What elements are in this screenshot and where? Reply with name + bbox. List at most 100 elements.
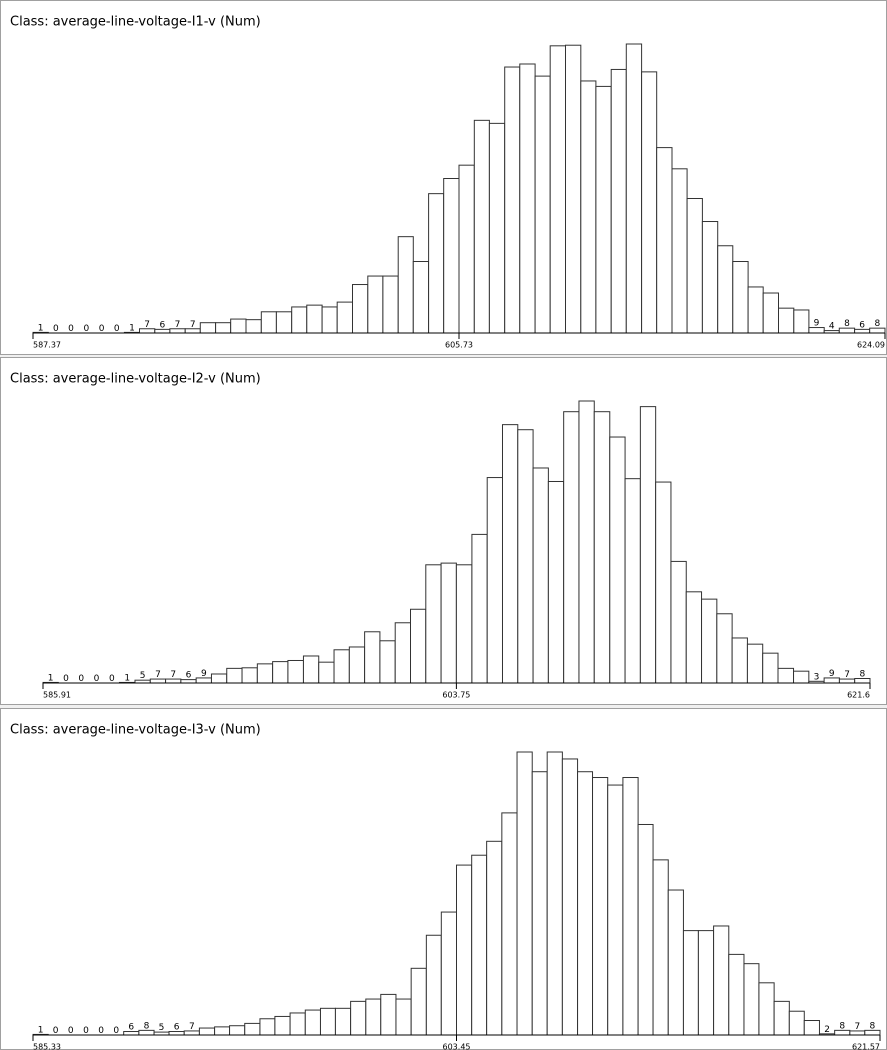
bar [443,178,460,334]
bar [732,261,749,334]
x-tick-label: 624.09 [857,341,885,350]
bar [777,667,795,684]
panel-title: Class: average-line-voltage-I1-v (Num) [10,15,261,30]
bar-count-label: 7 [844,670,850,680]
bar [380,993,397,1036]
bar [501,812,518,1036]
bar [746,643,764,684]
bar [215,322,232,334]
bar-count-label: 0 [63,674,69,684]
bar [318,661,335,684]
bar [609,436,626,684]
bar [379,640,396,684]
bar [762,292,780,334]
bar [504,66,521,334]
bar-count-label: 0 [83,1026,89,1036]
bar [275,311,293,334]
bar [531,771,548,1036]
bar-count-label: 8 [859,669,865,679]
bar [747,286,764,334]
bar-count-label: 6 [859,320,865,330]
bar [336,301,354,334]
bar [501,424,519,684]
bar [226,667,243,684]
bar [245,319,262,334]
bar-count-label: 5 [140,671,146,681]
bar [610,68,627,334]
bar-count-label: 0 [114,324,120,334]
x-tick-label: 603.45 [443,1043,471,1050]
bar [302,655,320,684]
bar [486,840,503,1036]
bar [717,245,734,334]
bar-count-label: 5 [159,1023,165,1033]
bar-count-label: 1 [124,673,130,683]
bar [394,622,412,684]
bar [364,631,381,684]
bar [671,168,688,334]
x-tick-label: 621.57 [852,1043,880,1050]
bar [701,598,718,684]
bar [563,411,580,684]
bar-count-label: 0 [98,1026,104,1036]
bar [656,147,673,334]
bar [534,75,551,334]
bar [788,1010,805,1036]
bar [685,591,703,684]
bar [382,275,399,334]
bar [516,751,533,1036]
bar [395,998,412,1036]
bar-count-label: 8 [844,319,850,329]
x-tick-label: 605.73 [445,341,473,350]
bar [287,659,304,684]
bar [743,963,760,1036]
bar [762,652,779,684]
bar [547,480,565,684]
bar-count-label: 0 [83,324,89,334]
bar [486,477,503,684]
bar [625,43,643,334]
bar [713,925,730,1036]
bar-count-label: 6 [174,1023,180,1033]
bar [365,998,382,1036]
bar [519,63,536,334]
x-tick-label: 585.33 [33,1043,61,1050]
bar [229,1025,246,1036]
panel-title: Class: average-line-voltage-I2-v (Num) [10,372,261,387]
bar [595,85,612,334]
bar [334,1007,352,1036]
bar [410,608,427,684]
bar [260,311,277,334]
bar [425,564,442,684]
x-tick-label: 585.91 [43,691,71,700]
bar [667,889,684,1036]
bar [291,306,308,334]
bar-count-label: 7 [190,320,196,330]
bar-count-label: 6 [128,1023,134,1033]
bar [352,284,369,334]
bar [517,429,534,684]
bar-count-label: 0 [113,1026,119,1036]
bar [716,613,733,684]
bar-count-label: 7 [854,1022,860,1032]
bar [244,1022,261,1036]
bar [456,864,473,1036]
bar-count-label: 8 [144,1021,150,1031]
bar [198,1027,216,1036]
bar [471,854,488,1036]
bar [624,478,641,684]
bar-count-label: 0 [53,324,59,334]
bar [214,1026,231,1036]
bar [412,261,430,334]
bar-count-label: 7 [155,670,161,680]
bar [304,1009,321,1036]
bar [425,934,442,1036]
bar [686,197,703,334]
bar [319,1007,336,1036]
bar [272,661,289,684]
bar [549,45,567,334]
bar [697,930,715,1036]
bar [473,119,490,334]
